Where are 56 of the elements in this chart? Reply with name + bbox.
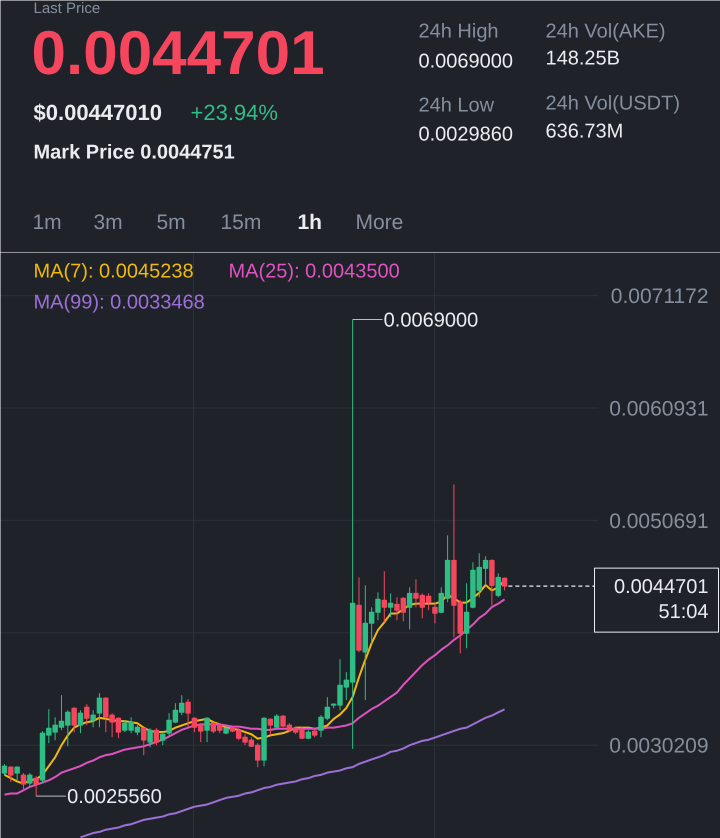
candlestick (33, 776, 39, 797)
candlestick (96, 692, 102, 728)
text: 24h Vol(AKE) (546, 20, 666, 42)
text: More (356, 211, 404, 234)
y-tick-label: 0.0030209 (609, 734, 709, 758)
candlestick (147, 728, 153, 748)
candlestick (432, 602, 438, 624)
candlestick (268, 718, 274, 736)
candlestick (464, 582, 470, 649)
annotation: 0.0069000 (384, 309, 478, 332)
y-tick-label: 0.0071172 (610, 285, 709, 308)
candlestick (141, 726, 146, 756)
text: 0.0044701 (32, 19, 325, 88)
text: 3m (94, 211, 123, 234)
candlestick (185, 698, 191, 728)
text: MA(7): 0.0045238 (34, 260, 194, 282)
text: 24h High (418, 20, 499, 42)
text: Last Price (34, 0, 100, 17)
annotation: 0.0025560 (67, 786, 162, 808)
text: 1h (298, 211, 322, 234)
text: 24h Low (418, 94, 495, 116)
candlestick (496, 572, 501, 598)
text: 0.0029860 (418, 124, 514, 146)
candlestick (406, 586, 412, 630)
text: $0.00447010 (34, 100, 162, 125)
text: 1m (32, 211, 62, 234)
y-tick-label: 0.0050691 (609, 510, 709, 533)
candlestick (160, 732, 166, 746)
candlestick (84, 704, 90, 726)
candlestick (90, 710, 96, 728)
text: 0.0044701 (614, 576, 709, 598)
candlestick (14, 766, 20, 781)
candlestick (388, 592, 394, 618)
text: 51:04 (658, 601, 709, 624)
candlestick (20, 772, 26, 792)
candlestick (382, 570, 388, 623)
y-tick-label: 0.0060931 (609, 397, 709, 420)
candlestick (274, 714, 280, 729)
candlestick (71, 706, 77, 733)
candlestick (502, 576, 508, 591)
candlestick (154, 728, 160, 746)
text: Mark Price 0.0044751 (34, 142, 235, 164)
text: 24h Vol(USDT) (546, 92, 680, 114)
text: +23.94% (190, 100, 278, 125)
text: 148.25B (546, 48, 620, 70)
text: 636.73M (546, 120, 624, 142)
text: MA(25): 0.0043500 (228, 260, 400, 282)
text: 15m (220, 211, 262, 234)
candlestick (27, 772, 33, 788)
candlestick (204, 716, 210, 743)
text: 5m (156, 211, 186, 234)
text: 0.0069000 (418, 50, 514, 72)
text: MA(99): 0.0033468 (34, 292, 205, 314)
candlestick (8, 766, 14, 783)
candlestick (2, 764, 8, 776)
candlestick (78, 710, 84, 734)
